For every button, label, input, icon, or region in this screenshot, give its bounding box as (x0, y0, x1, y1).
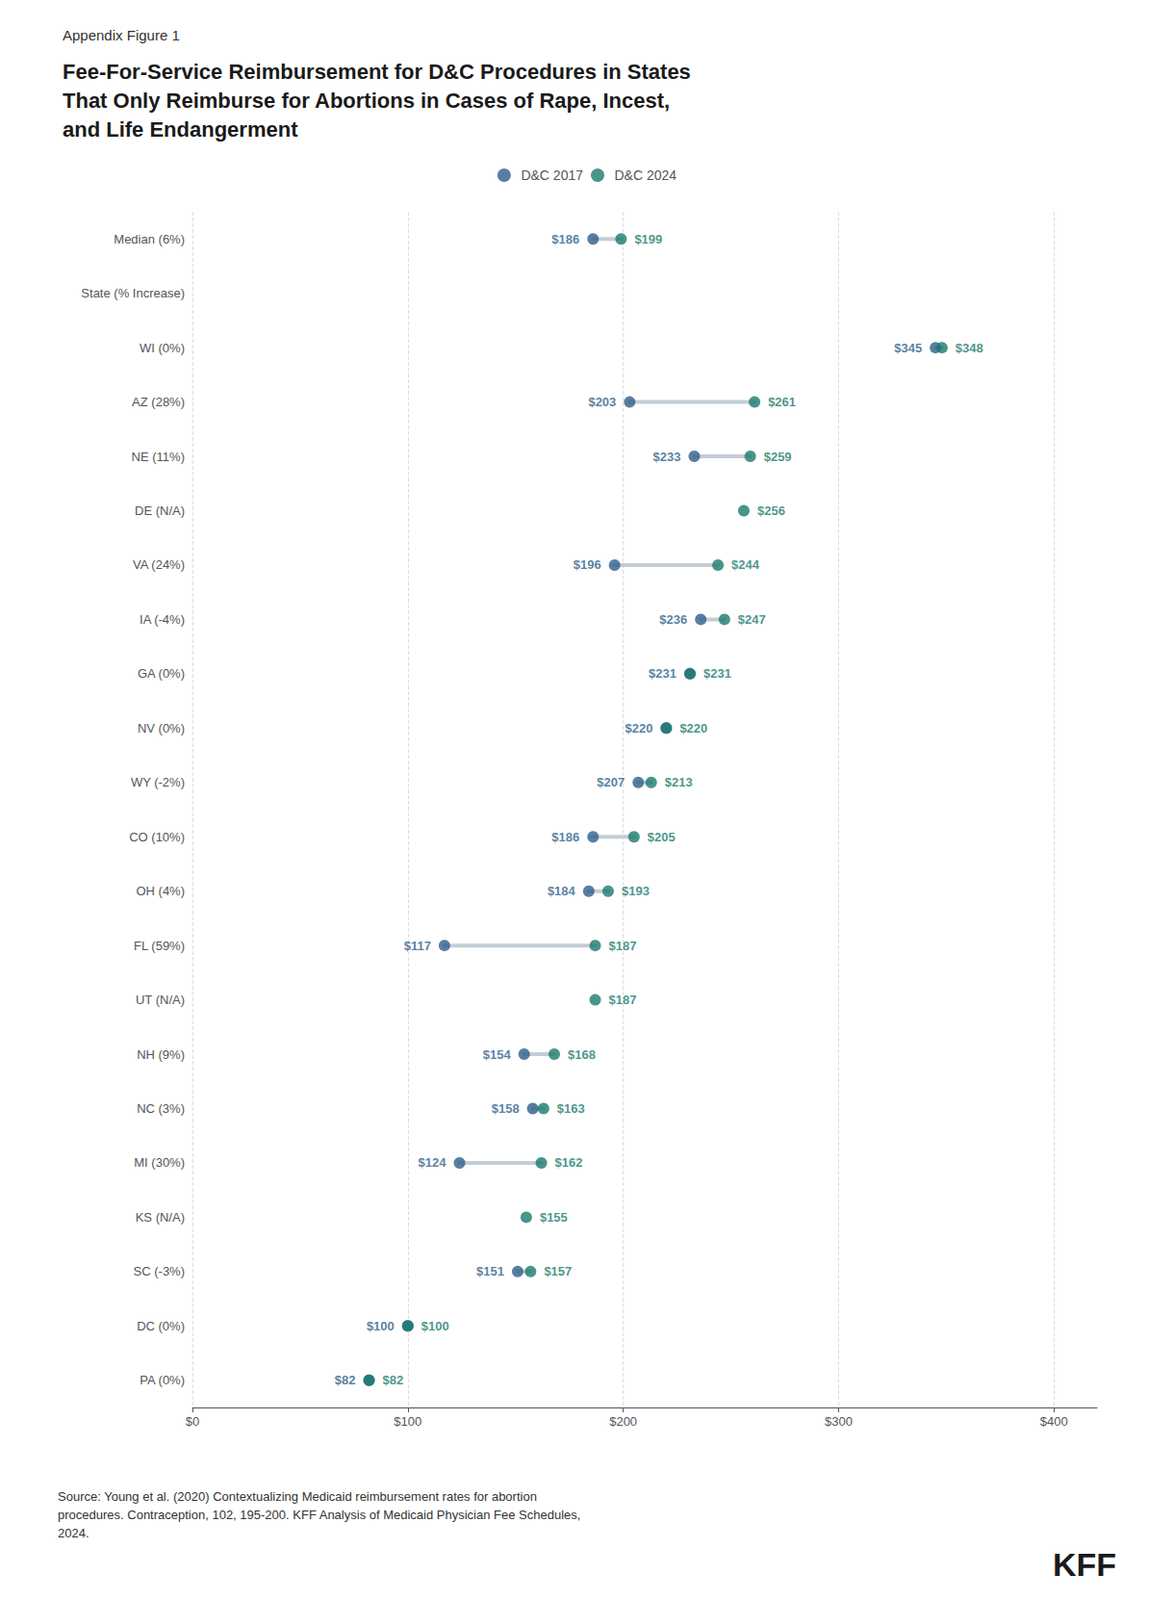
svg-text:$233: $233 (653, 449, 682, 464)
svg-text:$207: $207 (596, 774, 625, 790)
svg-text:MI (30%): MI (30%) (133, 1154, 185, 1170)
svg-text:Fee-For-Service Reimbursement: Fee-For-Service Reimbursement for D&C Pr… (62, 59, 691, 84)
svg-text:KFF: KFF (1052, 1545, 1117, 1583)
svg-text:$100: $100 (421, 1318, 450, 1333)
svg-text:SC (-3%): SC (-3%) (133, 1263, 185, 1278)
svg-text:DE (N/A): DE (N/A) (134, 503, 185, 518)
svg-text:$100: $100 (366, 1318, 395, 1333)
svg-text:$231: $231 (703, 665, 732, 681)
svg-text:$193: $193 (621, 883, 650, 898)
svg-text:$205: $205 (647, 829, 676, 844)
svg-text:and Life Endangerment: and Life Endangerment (62, 117, 299, 142)
svg-text:$345: $345 (893, 340, 922, 356)
svg-text:OH (4%): OH (4%) (135, 883, 185, 898)
svg-text:Median (6%): Median (6%) (113, 231, 185, 247)
svg-text:$151: $151 (476, 1263, 505, 1278)
svg-text:WI (0%): WI (0%) (139, 340, 185, 356)
svg-text:$244: $244 (731, 557, 761, 572)
svg-text:$400: $400 (1040, 1413, 1069, 1429)
svg-text:$220: $220 (624, 720, 653, 736)
svg-text:State (% Increase): State (% Increase) (80, 285, 185, 301)
svg-text:D&C 2017: D&C 2017 (520, 167, 584, 183)
svg-text:2024.: 2024. (57, 1525, 90, 1540)
svg-text:$100: $100 (393, 1413, 422, 1429)
svg-text:$158: $158 (491, 1100, 520, 1116)
svg-text:$300: $300 (824, 1413, 853, 1429)
svg-text:PA (0%): PA (0%) (139, 1372, 185, 1387)
svg-text:$348: $348 (955, 340, 984, 356)
svg-text:$155: $155 (539, 1209, 568, 1225)
svg-text:$220: $220 (679, 720, 708, 736)
svg-text:D&C 2024: D&C 2024 (614, 167, 678, 183)
svg-text:DC (0%): DC (0%) (136, 1318, 185, 1333)
svg-text:$196: $196 (573, 557, 602, 572)
svg-text:VA (24%): VA (24%) (132, 557, 185, 572)
svg-text:$0: $0 (185, 1413, 200, 1429)
svg-text:$162: $162 (555, 1154, 584, 1170)
svg-text:$199: $199 (634, 231, 663, 247)
svg-text:$186: $186 (551, 829, 580, 844)
svg-text:NH (9%): NH (9%) (136, 1046, 185, 1062)
svg-text:$213: $213 (664, 774, 693, 790)
svg-text:$168: $168 (567, 1046, 596, 1062)
svg-text:$236: $236 (659, 612, 688, 627)
svg-text:That Only Reimburse for Aborti: That Only Reimburse for Abortions in Cas… (62, 88, 670, 113)
svg-text:$187: $187 (609, 992, 638, 1007)
svg-text:$82: $82 (382, 1372, 405, 1387)
svg-text:NC (3%): NC (3%) (136, 1100, 185, 1116)
svg-text:$261: $261 (767, 394, 796, 409)
svg-text:Appendix Figure 1: Appendix Figure 1 (62, 26, 180, 44)
svg-text:$203: $203 (587, 394, 616, 409)
svg-text:$231: $231 (648, 665, 677, 681)
svg-text:KS (N/A): KS (N/A) (135, 1209, 185, 1225)
svg-text:$200: $200 (609, 1413, 638, 1429)
svg-text:$186: $186 (551, 231, 580, 247)
svg-text:FL (59%): FL (59%) (133, 938, 185, 953)
svg-text:WY (-2%): WY (-2%) (130, 774, 185, 790)
svg-text:$259: $259 (764, 449, 792, 464)
svg-text:IA (-4%): IA (-4%) (139, 612, 185, 627)
svg-text:$256: $256 (757, 503, 786, 518)
svg-text:$82: $82 (334, 1372, 357, 1387)
svg-text:procedures. Contraception, 102: procedures. Contraception, 102, 195-200.… (57, 1506, 581, 1522)
svg-text:$124: $124 (418, 1154, 448, 1170)
svg-text:GA (0%): GA (0%) (137, 665, 185, 681)
svg-text:AZ (28%): AZ (28%) (131, 394, 185, 409)
svg-text:$157: $157 (543, 1263, 572, 1278)
svg-text:$247: $247 (738, 612, 766, 627)
svg-text:UT (N/A): UT (N/A) (135, 992, 185, 1007)
svg-text:CO (10%): CO (10%) (128, 829, 185, 844)
svg-text:NE (11%): NE (11%) (131, 449, 185, 464)
svg-text:$163: $163 (557, 1100, 586, 1116)
svg-text:$154: $154 (483, 1046, 512, 1062)
svg-text:NV (0%): NV (0%) (137, 720, 185, 736)
svg-text:Source: Young et al. (2020) Co: Source: Young et al. (2020) Contextualiz… (57, 1488, 537, 1504)
svg-text:$117: $117 (404, 938, 432, 953)
svg-text:$184: $184 (547, 883, 577, 898)
svg-text:$187: $187 (609, 938, 638, 953)
